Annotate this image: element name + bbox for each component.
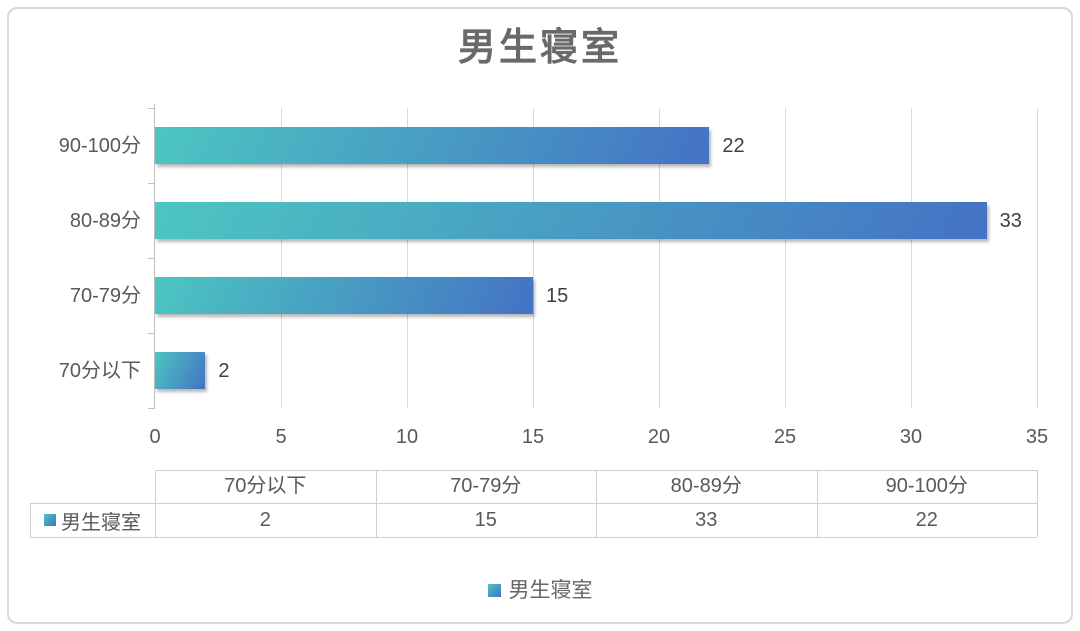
bar-value-label: 15 — [546, 284, 569, 307]
table-border — [1037, 470, 1038, 537]
value-axis-tick-label: 30 — [899, 426, 923, 448]
category-label: 70分以下 — [58, 359, 141, 382]
bar-value-label: 33 — [999, 209, 1022, 232]
value-axis-tick-label: 15 — [521, 426, 545, 448]
table-border — [155, 470, 156, 537]
table-series-name: 男生寝室 — [61, 511, 141, 534]
table-row-label: 男生寝室 — [30, 503, 155, 537]
table-header-cell: 70分以下 — [224, 475, 307, 497]
axis-tick-mark — [148, 332, 155, 334]
category-label: 90-100分 — [58, 134, 141, 157]
table-border — [375, 470, 377, 537]
table-header-cell: 70-79分 — [450, 475, 522, 497]
bar-70-79分 — [155, 277, 533, 314]
gridline — [532, 108, 534, 408]
axis-tick-mark — [148, 257, 155, 259]
axis-tick-mark — [148, 107, 155, 109]
series-key-swatch-icon — [44, 514, 56, 526]
axis-tick-mark — [148, 407, 155, 409]
gridline — [406, 108, 408, 408]
table-border — [30, 503, 1037, 504]
value-axis-tick-label: 0 — [149, 426, 161, 448]
bar-value-label: 22 — [722, 134, 745, 157]
table-border — [30, 503, 31, 537]
legend: 男生寝室 — [0, 577, 1080, 603]
legend-series-label: 男生寝室 — [508, 578, 593, 602]
category-label: 70-79分 — [69, 284, 141, 307]
table-value-cell: 22 — [915, 509, 938, 531]
gridline — [658, 108, 660, 408]
category-axis-line — [154, 104, 155, 408]
bar-70分以下 — [155, 352, 206, 389]
bar-90-100分 — [155, 127, 710, 164]
table-header-cell: 80-89分 — [670, 475, 742, 497]
table-border — [30, 537, 1037, 538]
category-label: 80-89分 — [69, 209, 141, 232]
table-value-cell: 15 — [474, 509, 497, 531]
value-axis-tick-label: 5 — [275, 426, 287, 448]
bar-80-89分 — [155, 202, 987, 239]
value-axis-tick-label: 20 — [647, 426, 671, 448]
bar-value-label: 2 — [218, 359, 230, 382]
gridline — [910, 108, 912, 408]
value-axis-tick-label: 35 — [1025, 426, 1049, 448]
legend-key-swatch-icon — [487, 583, 501, 597]
gridline — [1036, 108, 1038, 408]
table-border — [816, 470, 818, 537]
value-axis-tick-label: 25 — [773, 426, 797, 448]
gridline — [280, 108, 282, 408]
axis-tick-mark — [148, 182, 155, 184]
table-border — [596, 470, 597, 537]
value-axis-tick-label: 10 — [395, 426, 419, 448]
gridline — [784, 108, 786, 408]
table-header-cell: 90-100分 — [885, 475, 968, 497]
table-value-cell: 33 — [695, 509, 718, 531]
table-value-cell: 2 — [259, 509, 271, 531]
chart-title: 男生寝室 — [457, 27, 622, 69]
